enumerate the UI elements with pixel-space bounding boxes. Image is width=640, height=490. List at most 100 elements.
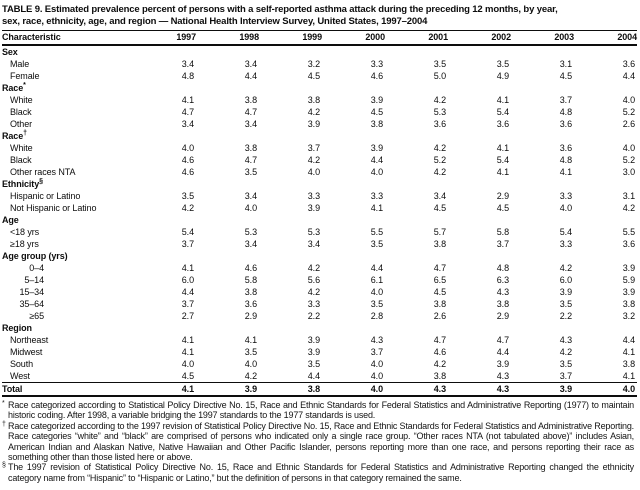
prevalence-value-cell: 4.4 (307, 371, 320, 381)
table-row: <18 yrs 5.4 5.3 5.3 5.5 5.7 5.8 5.4 5.5 (2, 226, 637, 238)
year-column-header: 1998 (196, 30, 259, 46)
prevalence-value-cell: 3.4 (244, 59, 257, 69)
table-row: West 4.5 4.2 4.4 4.0 3.8 4.3 3.7 4.1 (2, 370, 637, 383)
prevalence-value-cell: 3.0 (622, 167, 635, 177)
prevalence-value-cell: 3.9 (307, 335, 320, 345)
prevalence-value-cell: 3.8 (244, 95, 257, 105)
prevalence-value-cell: 4.8 (559, 107, 572, 117)
prevalence-value-cell: 3.9 (196, 382, 259, 396)
prevalence-value-cell: 3.8 (370, 119, 383, 129)
footnote-reference-marker: * (23, 82, 26, 89)
table-row: Not Hispanic or Latino 4.2 4.0 3.9 4.1 4.5 4.5… (2, 202, 637, 214)
prevalence-value-cell: 4.1 (181, 335, 194, 345)
table-row: Other races NTA 4.6 3.5 4.0 4.0 4.2 4.1 4.1 3.0 (2, 166, 637, 178)
prevalence-value-cell: 4.5 (307, 71, 320, 81)
footnote-text: Race categorized according to Statistica… (8, 400, 634, 421)
table-group-row: Sex (2, 45, 637, 58)
year-column-header: 2004 (574, 30, 637, 46)
prevalence-value-cell: 3.5 (370, 299, 383, 309)
footnote: † Race categorized according to the 1997 … (2, 421, 634, 463)
prevalence-value-cell: 5.5 (622, 227, 635, 237)
prevalence-value-cell: 6.5 (433, 275, 446, 285)
prevalence-value-cell: 4.6 (433, 347, 446, 357)
footnote-text: The 1997 revision of Statistical Policy … (8, 462, 634, 483)
row-label: Black (10, 155, 32, 165)
prevalence-value-cell: 6.3 (496, 275, 509, 285)
prevalence-value-cell: 2.2 (559, 311, 572, 321)
prevalence-value-cell: 4.7 (496, 335, 509, 345)
year-column-header: 1999 (259, 30, 322, 46)
prevalence-value-cell: 3.3 (307, 299, 320, 309)
prevalence-value-cell: 3.9 (496, 359, 509, 369)
row-label: Total (2, 382, 133, 396)
prevalence-value-cell: 3.7 (559, 371, 572, 381)
prevalence-value-cell: 3.3 (559, 239, 572, 249)
row-label: 35–64 (2, 298, 133, 310)
row-label: Hispanic or Latino (10, 191, 81, 201)
prevalence-value-cell: 5.4 (496, 155, 509, 165)
year-column-header: 2000 (322, 30, 385, 46)
prevalence-value-cell: 5.3 (307, 227, 320, 237)
prevalence-value-cell: 3.7 (370, 347, 383, 357)
prevalence-value-cell: 4.4 (622, 335, 635, 345)
prevalence-value-cell: 4.1 (622, 347, 635, 357)
prevalence-value-cell: 3.4 (244, 119, 257, 129)
table-title-line2: sex, race, ethnicity, age, and region — … (2, 15, 428, 27)
row-label: ≥65 (2, 310, 133, 322)
prevalence-value-cell: 4.2 (433, 167, 446, 177)
row-label: <18 yrs (10, 227, 40, 237)
prevalence-value-cell: 4.6 (181, 167, 194, 177)
prevalence-value-cell: 3.4 (244, 191, 257, 201)
table-group-row: Age (2, 214, 637, 226)
prevalence-value-cell: 4.3 (496, 287, 509, 297)
table-title: TABLE 9. Estimated prevalence percent of… (2, 4, 637, 27)
footnote-marker: § (2, 462, 6, 470)
prevalence-value-cell: 4.4 (370, 263, 383, 273)
row-label: Race† (2, 130, 27, 141)
prevalence-value-cell: 3.4 (307, 239, 320, 249)
row-label: White (10, 143, 33, 153)
prevalence-value-cell: 5.3 (244, 227, 257, 237)
prevalence-value-cell: 3.6 (622, 59, 635, 69)
row-label: Midwest (10, 347, 43, 357)
prevalence-value-cell: 2.2 (307, 311, 320, 321)
prevalence-value-cell: 4.2 (307, 263, 320, 273)
prevalence-value-cell: 3.9 (307, 347, 320, 357)
prevalence-value-cell: 4.1 (496, 95, 509, 105)
prevalence-value-cell: 3.6 (622, 239, 635, 249)
row-label: 5–14 (2, 274, 133, 286)
prevalence-value-cell: 4.0 (244, 359, 257, 369)
prevalence-value-cell: 5.6 (307, 275, 320, 285)
prevalence-value-cell: 2.6 (622, 119, 635, 129)
prevalence-value-cell: 4.2 (622, 203, 635, 213)
prevalence-value-cell: 2.9 (244, 311, 257, 321)
prevalence-value-cell: 4.5 (181, 371, 194, 381)
prevalence-value-cell: 4.0 (181, 143, 194, 153)
prevalence-value-cell: 4.2 (244, 371, 257, 381)
table-group-row: Region (2, 322, 637, 334)
prevalence-value-cell: 5.3 (433, 107, 446, 117)
footnote-marker: † (2, 420, 6, 428)
footnotes: * Race categorized according to Statistic… (2, 400, 634, 483)
prevalence-value-cell: 5.0 (433, 71, 446, 81)
prevalence-value-cell: 5.4 (181, 227, 194, 237)
row-label: Race* (2, 82, 26, 93)
prevalence-value-cell: 4.3 (448, 382, 511, 396)
prevalence-value-cell: 3.2 (307, 59, 320, 69)
prevalence-value-cell: 3.4 (181, 59, 194, 69)
prevalence-value-cell: 4.1 (181, 263, 194, 273)
prevalence-value-cell: 5.4 (496, 107, 509, 117)
prevalence-value-cell: 4.9 (496, 71, 509, 81)
table-group-row: Race† (2, 130, 637, 142)
prevalence-value-cell: 4.7 (244, 155, 257, 165)
prevalence-value-cell: 4.3 (496, 371, 509, 381)
table-row: 35–64 3.7 3.6 3.3 3.5 3.8 3.8 3.5 3.8 (2, 298, 637, 310)
prevalence-value-cell: 4.1 (370, 203, 383, 213)
prevalence-value-cell: 2.9 (496, 311, 509, 321)
table-row: Male 3.4 3.4 3.2 3.3 3.5 3.5 3.1 3.6 (2, 58, 637, 70)
prevalence-value-cell: 4.0 (370, 287, 383, 297)
prevalence-value-cell: 3.7 (181, 299, 194, 309)
prevalence-value-cell: 3.2 (622, 311, 635, 321)
prevalence-value-cell: 3.8 (433, 371, 446, 381)
